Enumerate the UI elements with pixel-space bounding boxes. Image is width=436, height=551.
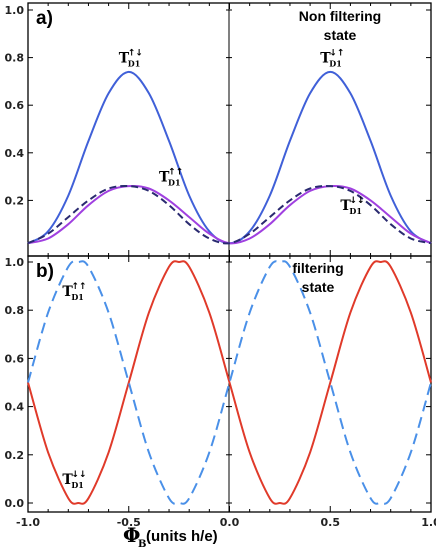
y-tick-label: 0.8 (5, 304, 25, 317)
curve-label-symbol: T (62, 472, 73, 488)
y-tick-label: 1.0 (5, 256, 25, 269)
curve-label-arrows: ↓↓ (71, 470, 86, 480)
curve-label-subscript: D1 (329, 59, 342, 69)
curve-label: T↑↑D1 (159, 168, 183, 188)
y-tick-label: 0.0 (5, 497, 25, 510)
panel-b: 0.0 0.2 0.4 0.6 0.8 1.0 -1.0 -0.5 0.0 0.5 1.0 b) fil… (5, 256, 436, 550)
curve-label-arrows: ↑↑ (71, 282, 86, 292)
curve-label-subscript: D1 (71, 480, 84, 490)
x-axis-label-symbol: Φ (123, 523, 140, 547)
curve-label-symbol: T (159, 170, 170, 186)
x-tick-label: 0.5 (321, 516, 341, 529)
curve-label-symbol: T (340, 198, 351, 214)
x-axis-label-text: (units h/e) (146, 528, 218, 545)
y-tick-label: 0.2 (5, 194, 25, 207)
curve-label: T↑↓D1 (119, 49, 143, 69)
curve-label-symbol: T (119, 51, 130, 67)
curve-label-symbol: T (62, 284, 73, 300)
curve-label-symbol: T (320, 51, 331, 67)
x-tick-label: -0.5 (117, 516, 141, 529)
state-annotation: filtering (292, 260, 343, 276)
x-tick-label: -1.0 (16, 516, 40, 529)
panel-a: 0.20.40.60.81.0 a) Non filteringstateT↑↓D1… (5, 3, 432, 256)
x-axis-label: ΦB (units h/e) (123, 523, 218, 550)
curve-label-subscript: D1 (71, 292, 84, 302)
curve-label-arrows: ↑↑ (168, 168, 183, 178)
y-tick-label: 0.8 (5, 52, 25, 65)
curve-label-arrows: ↓↑ (329, 49, 344, 59)
y-tick-label: 0.6 (5, 99, 25, 112)
curve-label-subscript: D1 (349, 206, 362, 216)
x-tick-label: 1.0 (421, 516, 436, 529)
series-line-0 (27, 260, 432, 505)
curve-label-subscript: D1 (168, 178, 181, 188)
curve-label: T↓↓D1 (62, 470, 86, 490)
y-tick-label: 0.4 (5, 147, 25, 160)
series-line-1 (27, 260, 432, 505)
y-tick-label: 0.2 (5, 449, 25, 462)
curve-label-subscript: D1 (128, 59, 141, 69)
panel-label: a) (36, 8, 53, 29)
curve-label: T↓↑D1 (320, 49, 344, 69)
series-line-2 (27, 184, 432, 245)
curve-label-arrows: ↓↓ (349, 196, 364, 206)
curve-label: T↓↓D1 (340, 196, 364, 216)
curve-label-arrows: ↑↓ (128, 49, 143, 59)
x-axis-label-subscript: B (138, 539, 146, 550)
y-tick-label: 1.0 (5, 4, 25, 17)
chart-content: 0.20.40.60.81.0 a) Non filteringstateT↑↓D1… (5, 3, 436, 550)
state-annotation: state (302, 279, 335, 295)
panel-label: b) (36, 261, 54, 282)
y-tick-label: 0.4 (5, 401, 25, 414)
curve-label: T↑↑D1 (62, 282, 86, 302)
state-annotation: Non filtering (299, 8, 381, 24)
y-tick-label: 0.6 (5, 352, 25, 365)
x-tick-label: 0.0 (220, 516, 240, 529)
state-annotation: state (324, 27, 357, 43)
